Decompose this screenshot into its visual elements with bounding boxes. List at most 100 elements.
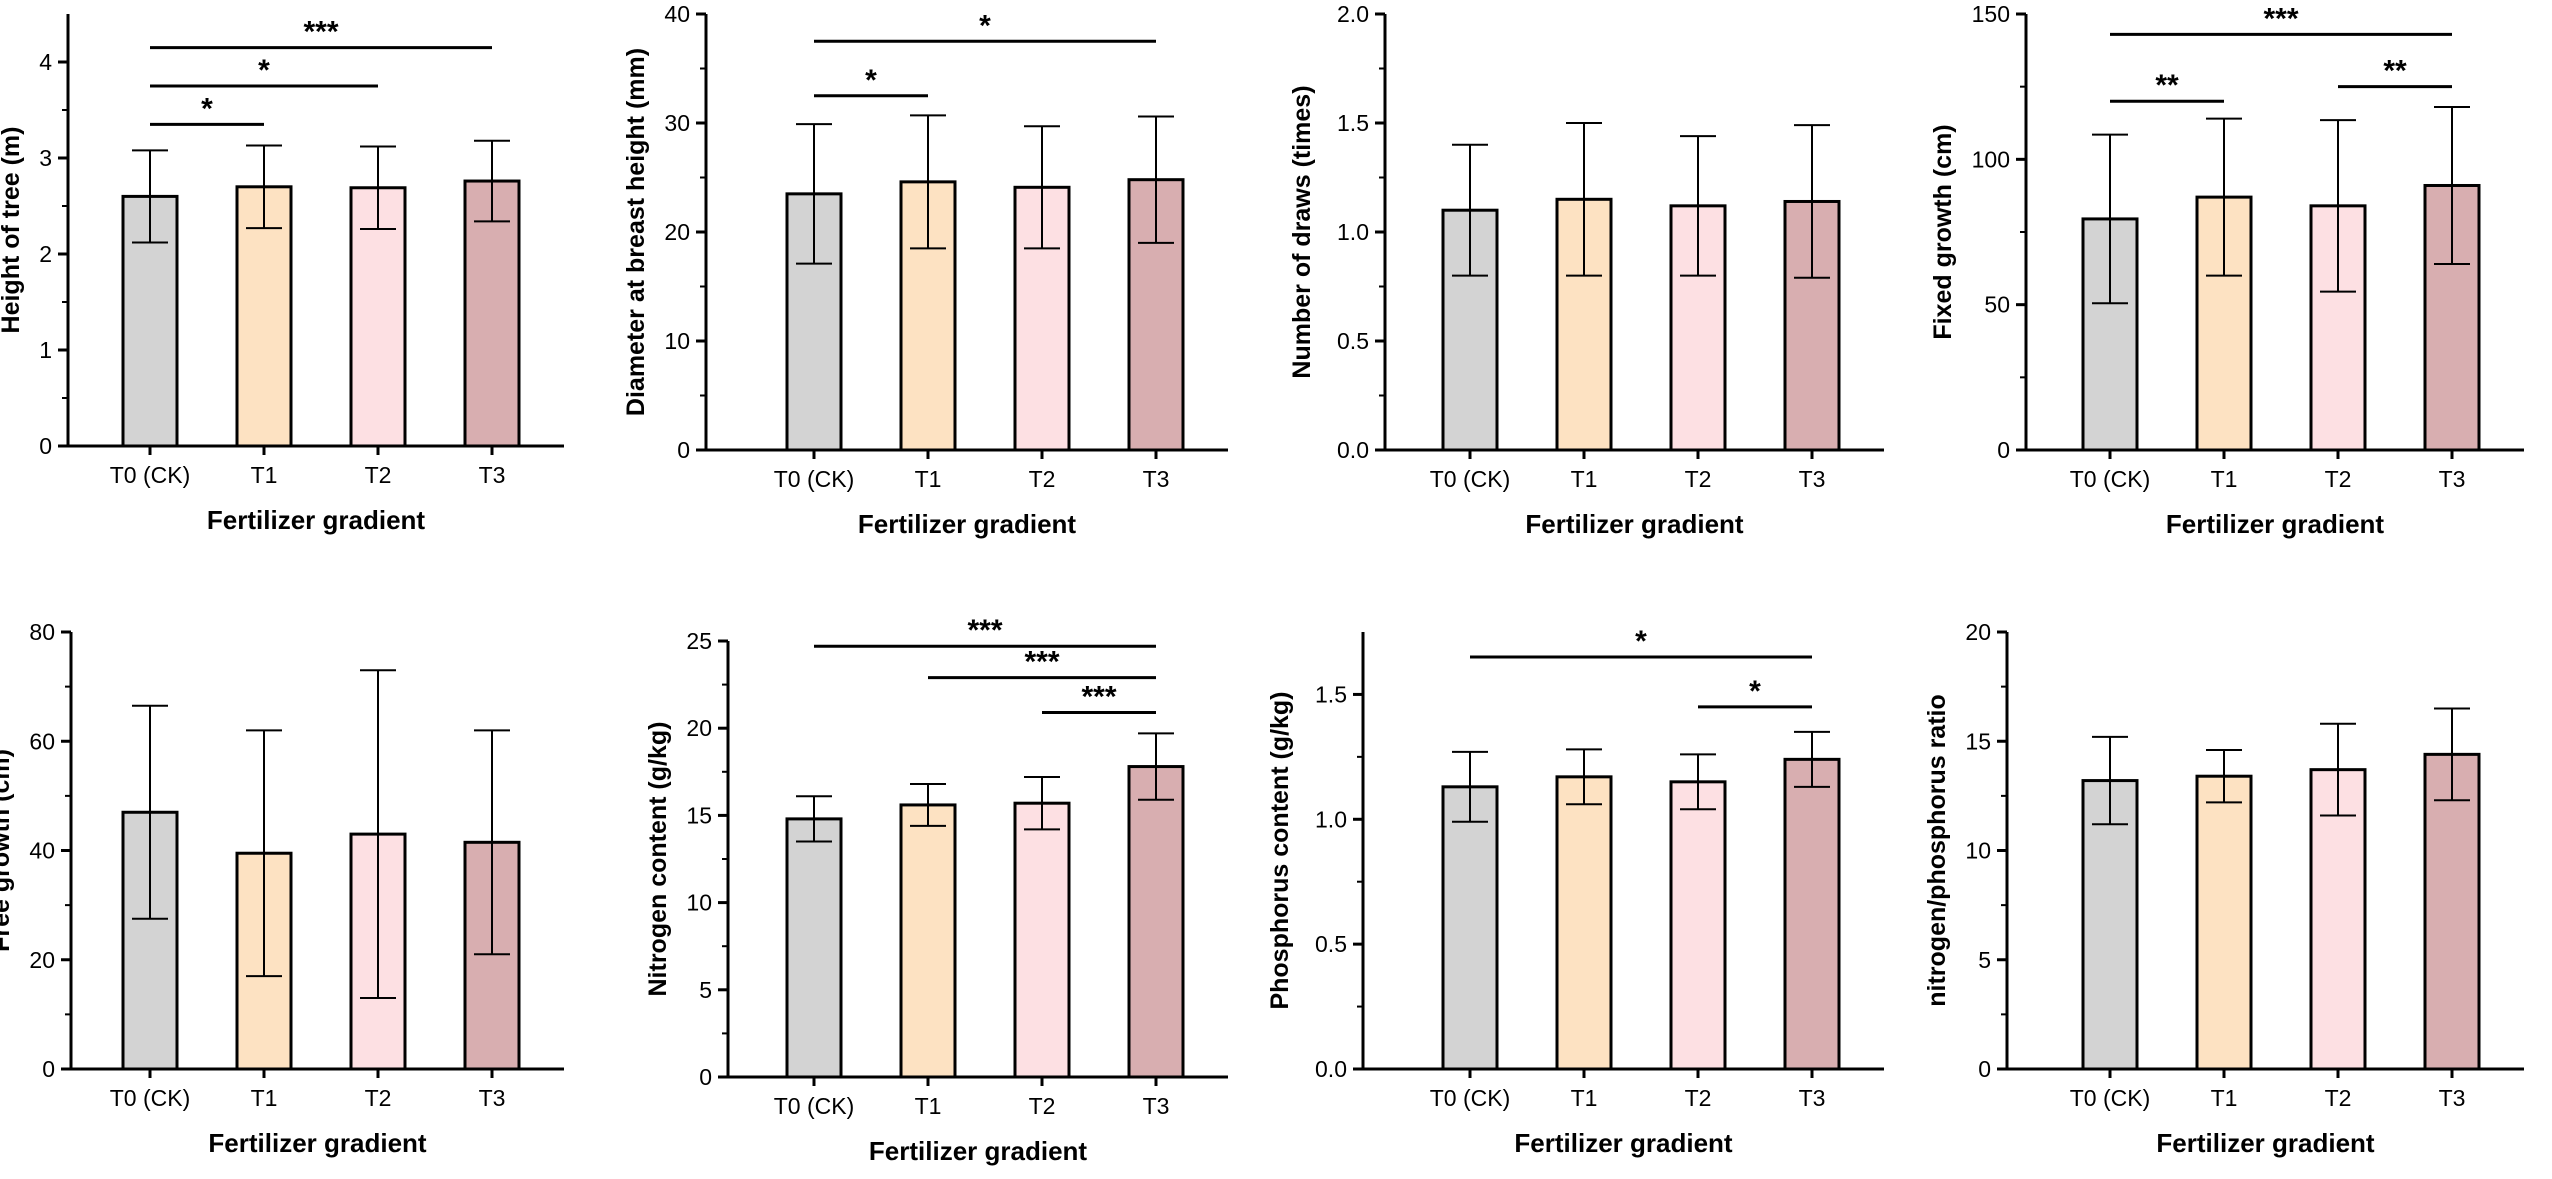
bar-2	[1555, 775, 1613, 1071]
x-tick-label: T0 (CK)	[1430, 1085, 1511, 1111]
y-tick-label: 3	[39, 145, 52, 171]
x-tick-label: T3	[1143, 466, 1170, 492]
y-tick-label: 40	[29, 838, 55, 864]
significance-label: *	[1749, 675, 1761, 708]
y-tick-label: 0	[39, 433, 52, 459]
x-tick-label: T3	[1799, 1085, 1826, 1111]
x-tick-label: T2	[1029, 1093, 1056, 1119]
x-tick-label: T1	[1571, 1085, 1598, 1111]
significance-label: ***	[2263, 2, 2298, 35]
x-tick-label: T2	[1685, 1085, 1712, 1111]
x-tick-label: T0 (CK)	[1430, 466, 1511, 492]
y-tick-label: 5	[699, 977, 712, 1003]
y-tick-label: 0	[1997, 437, 2010, 463]
y-tick-label: 0.5	[1315, 931, 1347, 957]
y-tick-label: 1.5	[1315, 681, 1347, 707]
y-axis-title: Fixed growth (cm)	[1929, 124, 1957, 339]
significance-label: *	[258, 54, 270, 87]
y-axis-title: Number of draws (times)	[1288, 85, 1316, 378]
x-axis-title: Fertilizer gradient	[869, 1136, 1087, 1166]
y-axis-title: Phosphorus content (g/kg)	[1266, 691, 1294, 1009]
x-axis-title: Fertilizer gradient	[2166, 509, 2384, 539]
y-tick-label: 2.0	[1337, 1, 1369, 27]
x-tick-label: T2	[1685, 466, 1712, 492]
x-axis-title: Fertilizer gradient	[858, 509, 1076, 539]
y-tick-label: 10	[686, 890, 712, 916]
y-tick-label: 20	[1965, 619, 1991, 645]
panel-6: 0 5 10 15 20 25 T0 (CK) T1 T2 T3 Fertilizer gradie…	[644, 614, 1228, 1166]
bar-4	[1783, 757, 1841, 1071]
x-tick-label: T1	[251, 462, 278, 488]
y-tick-label: 1.5	[1337, 110, 1369, 136]
x-tick-label: T0 (CK)	[2070, 466, 2151, 492]
y-tick-label: 5	[1978, 947, 1991, 973]
panel-3: 0.0 0.5 1.0 1.5 2.0 T0 (CK) T1 T2 T3 Fertilizer g…	[1288, 1, 1884, 539]
bar-2	[2195, 774, 2253, 1071]
panel-8: 0 5 10 15 20 T0 (CK) T1 T2 T3 Fertilizer gradient…	[1923, 619, 2524, 1158]
bar-1	[1441, 785, 1499, 1071]
significance-label: *	[865, 64, 877, 97]
significance-label: ***	[1024, 646, 1059, 679]
y-tick-label: 2	[39, 241, 52, 267]
y-tick-label: 0	[677, 437, 690, 463]
significance-label: *	[1635, 625, 1647, 658]
y-tick-label: 20	[664, 219, 690, 245]
bar-4	[2423, 752, 2481, 1071]
x-tick-label: T2	[365, 1085, 392, 1111]
significance-label: *	[201, 92, 213, 125]
x-axis-title: Fertilizer gradient	[1514, 1128, 1732, 1158]
x-tick-label: T2	[2325, 466, 2352, 492]
y-tick-label: 1.0	[1337, 219, 1369, 245]
y-tick-label: 0	[42, 1056, 55, 1082]
x-tick-label: T1	[251, 1085, 278, 1111]
bar-2	[899, 803, 957, 1079]
bar-3	[1669, 780, 1727, 1071]
x-tick-label: T0 (CK)	[2070, 1085, 2151, 1111]
y-tick-label: 10	[664, 328, 690, 354]
y-tick-label: 150	[1972, 1, 2010, 27]
panel-1: 0 1 2 3 4 T0 (CK) T1 T2 T3 Fertilizer gradient Hei…	[0, 14, 564, 535]
x-tick-label: T3	[479, 1085, 506, 1111]
x-tick-label: T0 (CK)	[110, 1085, 191, 1111]
x-axis-title: Fertilizer gradient	[208, 1128, 426, 1158]
x-tick-label: T3	[2439, 1085, 2466, 1111]
y-tick-label: 15	[686, 802, 712, 828]
panel-2: 0 10 20 30 40 T0 (CK) T1 T2 T3 Fertilizer gradien…	[622, 1, 1228, 539]
y-axis-title: nitrogen/phosphorus ratio	[1923, 694, 1951, 1007]
x-tick-label: T1	[2211, 1085, 2238, 1111]
y-axis-title: Nitrogen content (g/kg)	[644, 722, 672, 997]
y-axis-title: Free growth (cm)	[0, 749, 15, 952]
y-tick-label: 4	[39, 49, 52, 75]
x-tick-label: T2	[365, 462, 392, 488]
y-tick-label: 1.0	[1315, 806, 1347, 832]
y-tick-label: 80	[29, 619, 55, 645]
y-tick-label: 0.0	[1315, 1056, 1347, 1082]
y-tick-label: 0.5	[1337, 328, 1369, 354]
y-tick-label: 60	[29, 728, 55, 754]
significance-label: *	[979, 9, 991, 42]
significance-label: **	[2383, 55, 2407, 88]
significance-label: **	[2155, 69, 2179, 102]
x-tick-label: T3	[1143, 1093, 1170, 1119]
panel-4: 0 50 100 150 T0 (CK) T1 T2 T3 Fertilizer gradien…	[1929, 1, 2524, 539]
x-tick-label: T0 (CK)	[774, 1093, 855, 1119]
y-tick-label: 10	[1965, 838, 1991, 864]
x-tick-label: T1	[1571, 466, 1598, 492]
y-tick-label: 1	[39, 337, 52, 363]
y-axis-title: Height of tree (m)	[0, 127, 25, 334]
x-tick-label: T0 (CK)	[774, 466, 855, 492]
x-tick-label: T1	[2211, 466, 2238, 492]
y-tick-label: 0.0	[1337, 437, 1369, 463]
bar-3	[1013, 801, 1071, 1079]
significance-label: ***	[1081, 681, 1116, 714]
bar-1	[785, 817, 843, 1079]
x-axis-title: Fertilizer gradient	[207, 505, 425, 535]
x-axis-title: Fertilizer gradient	[2156, 1128, 2374, 1158]
y-tick-label: 50	[1984, 292, 2010, 318]
y-tick-label: 40	[664, 1, 690, 27]
x-tick-label: T1	[915, 1093, 942, 1119]
y-tick-label: 25	[686, 628, 712, 654]
y-tick-label: 0	[699, 1064, 712, 1090]
x-axis-title: Fertilizer gradient	[1525, 509, 1743, 539]
